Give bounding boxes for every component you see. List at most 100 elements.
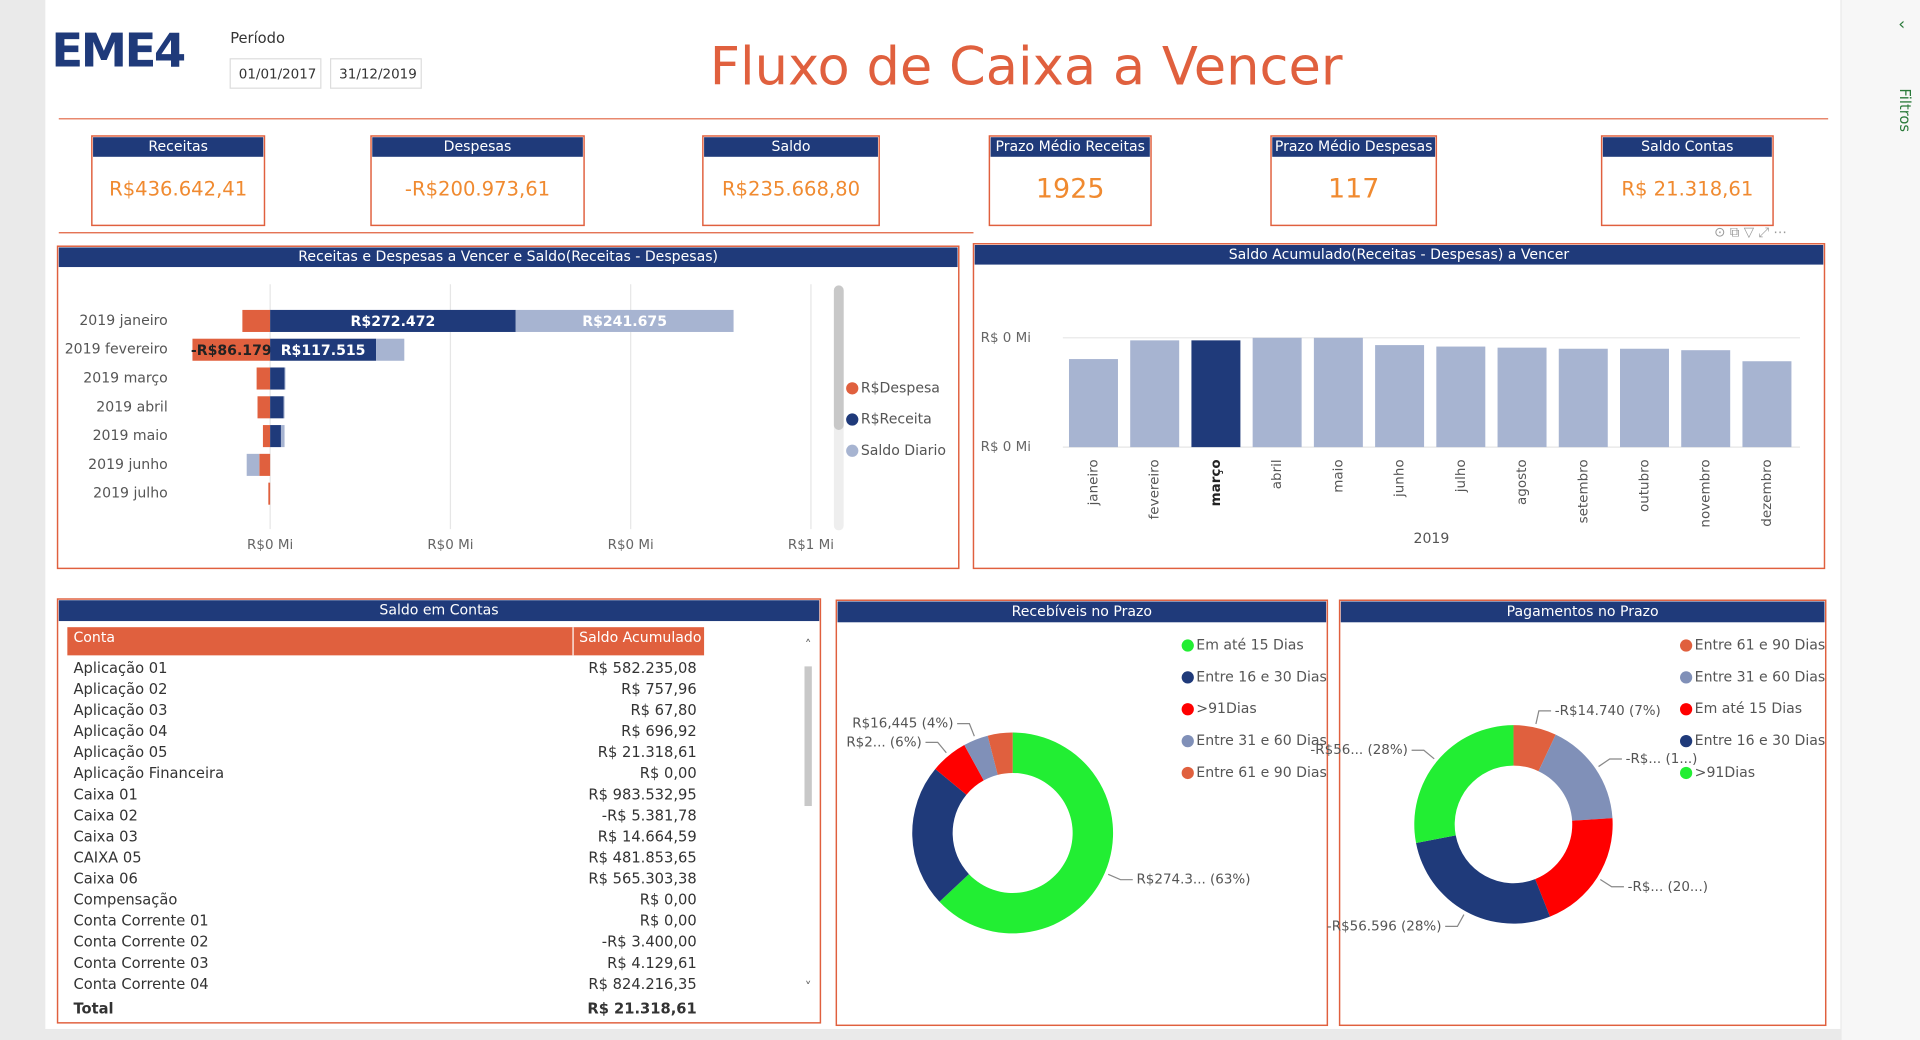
x-tick-label: junho	[1392, 459, 1408, 498]
x-tick-label: janeiro	[1085, 459, 1101, 506]
scroll-up: ˄	[805, 638, 812, 654]
x-tick-label: julho	[1453, 459, 1469, 493]
x-tick-label: R$1 Mi	[788, 537, 834, 553]
x-tick-label: agosto	[1514, 459, 1530, 505]
x-tick-label: outubro	[1636, 459, 1652, 512]
bar	[1558, 348, 1608, 448]
panel-header	[58, 600, 820, 622]
legend-label: Em até 15 Dias	[1196, 638, 1303, 654]
legend-marker	[846, 444, 859, 457]
legend-marker	[1181, 734, 1194, 748]
cell: R$ 696,92	[621, 723, 697, 740]
data-label: R$272.472	[351, 314, 436, 330]
leader-line	[1445, 914, 1465, 927]
kpi-label: Prazo Médio Despesas	[1275, 139, 1433, 155]
leader-line	[1535, 710, 1552, 725]
bar	[1252, 337, 1302, 448]
leader-line	[1598, 758, 1622, 768]
data-label: -R$56.596 (28%)	[1327, 918, 1442, 934]
cell: R$ 4.129,61	[607, 955, 697, 972]
leader-line	[1107, 873, 1133, 881]
legend-label: Entre 61 e 90 Dias	[1196, 765, 1327, 781]
logo: EME4	[51, 23, 184, 77]
bar	[280, 425, 285, 448]
kpi-header	[372, 137, 583, 157]
panel-title: Recebíveis no Prazo	[1012, 604, 1152, 620]
filter-pane-label[interactable]: Filtros	[1896, 88, 1913, 132]
data-label: -R$14.740 (7%)	[1555, 703, 1661, 719]
period-label: Período	[230, 30, 285, 47]
bar	[270, 309, 516, 332]
panel-title: Saldo Acumulado(Receitas - Despesas) a V…	[1229, 247, 1570, 263]
bar	[1497, 347, 1547, 448]
x-tick-label: março	[1208, 459, 1224, 506]
x-tick-label: R$0 Mi	[247, 537, 293, 553]
kpi-label: Saldo	[772, 139, 811, 155]
date-from[interactable]: 01/01/2017	[239, 67, 317, 83]
legend-label: Entre 31 e 60 Dias	[1196, 733, 1327, 749]
data-label: -R$86.179	[191, 343, 272, 359]
kpi-value: R$436.642,41	[109, 177, 247, 200]
legend-marker	[1181, 766, 1194, 780]
legend-label: Entre 16 e 30 Dias	[1196, 669, 1327, 685]
cell: Aplicação 03	[73, 702, 167, 719]
date-to[interactable]: 31/12/2019	[339, 67, 417, 83]
kpi-value: -R$200.973,61	[405, 177, 550, 200]
x-tick-label: R$0 Mi	[608, 537, 654, 553]
data-label: R$241.675	[582, 314, 667, 330]
bar	[1068, 359, 1118, 448]
legend-label: Entre 31 e 60 Dias	[1695, 669, 1826, 685]
y-tick-label: R$ 0 Mi	[981, 330, 1031, 346]
bar	[1681, 350, 1731, 448]
kpi-label: Despesas	[444, 139, 512, 155]
kpi-value: 1925	[1036, 173, 1105, 204]
x-tick-label: fevereiro	[1147, 459, 1163, 519]
panel-header	[58, 247, 958, 268]
y-tick-label: 2019 janeiro	[79, 313, 167, 329]
date-from-box[interactable]	[229, 58, 322, 89]
filter-pane[interactable]	[1841, 0, 1920, 1040]
cell: Conta Corrente 04	[73, 976, 208, 993]
cell: Caixa 02	[73, 807, 137, 824]
panel	[56, 245, 960, 570]
data-label: -R$... (20...)	[1628, 879, 1708, 895]
x-tick-label: R$0 Mi	[427, 537, 473, 553]
cell: Aplicação 01	[73, 660, 167, 677]
kpi-header	[704, 137, 878, 157]
panel-title: Pagamentos no Prazo	[1507, 604, 1659, 620]
bar	[268, 482, 271, 505]
cell: Caixa 06	[73, 871, 137, 888]
cell: Caixa 03	[73, 828, 137, 845]
leader-line	[1411, 749, 1435, 760]
leader-line	[957, 723, 975, 737]
collapse-icon[interactable]: ‹	[1898, 14, 1905, 34]
cell: Compensação	[73, 892, 177, 909]
date-to-box[interactable]	[330, 58, 422, 89]
bar	[270, 367, 285, 390]
kpi-value: R$235.668,80	[722, 177, 860, 200]
bar	[1742, 361, 1792, 448]
panel	[56, 598, 822, 1024]
donut-segment	[1535, 818, 1613, 917]
bar	[283, 396, 285, 419]
content: Receitas R$436.642,41 Despesas -R$200.973,6…	[56, 135, 1827, 1027]
cell: Conta Corrente 01	[73, 913, 208, 930]
bar	[257, 396, 271, 419]
cell: Aplicação 04	[73, 723, 167, 740]
data-label: R$2... (6%)	[846, 734, 921, 750]
cell: Aplicação 02	[73, 681, 167, 698]
kpi-label: Saldo Contas	[1641, 139, 1733, 155]
cell: R$ 14.664,59	[598, 828, 697, 845]
leader-line	[925, 741, 947, 754]
y-tick-label: 2019 maio	[93, 428, 168, 444]
panel-header	[837, 601, 1327, 623]
scrollbar-thumb	[833, 285, 844, 430]
panel-title: Saldo em Contas	[379, 603, 498, 619]
x-tick-label: setembro	[1575, 459, 1591, 523]
cell: R$ 582.235,08	[588, 660, 696, 677]
total-label: Total	[73, 1000, 113, 1017]
kpi-header	[1602, 137, 1772, 157]
donut-segment	[1414, 725, 1514, 843]
legend-marker	[1680, 671, 1693, 684]
donut-segment	[1538, 734, 1613, 821]
